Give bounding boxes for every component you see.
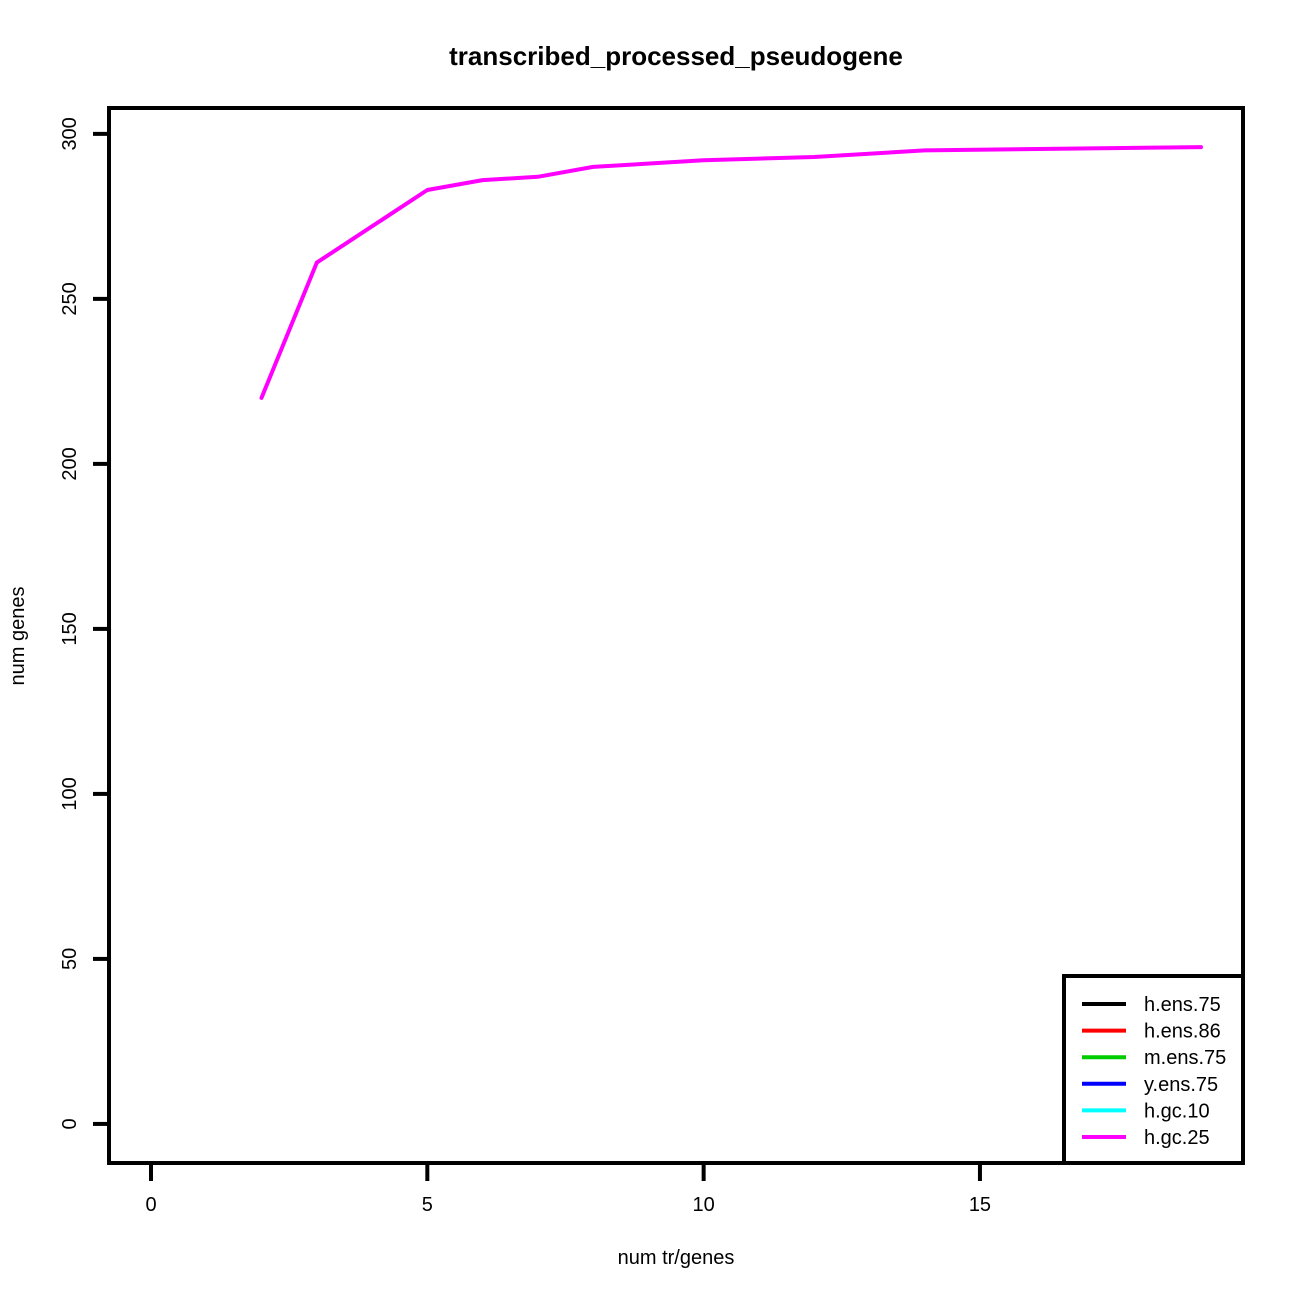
chart-title: transcribed_processed_pseudogene — [449, 41, 903, 71]
y-tick-label: 300 — [59, 117, 81, 150]
y-tick-label: 200 — [59, 447, 81, 480]
x-tick-label: 5 — [422, 1194, 433, 1216]
legend-label: h.ens.75 — [1144, 994, 1221, 1016]
legend-label: y.ens.75 — [1144, 1074, 1218, 1096]
plot-frame — [107, 106, 1245, 1165]
series-line-h.gc.25 — [259, 145, 1203, 400]
legend-label: h.gc.10 — [1144, 1100, 1210, 1122]
y-tick-label: 50 — [59, 948, 81, 970]
legend-label: h.ens.86 — [1144, 1021, 1221, 1043]
y-axis-label: num genes — [7, 587, 29, 686]
y-tick-label: 150 — [59, 612, 81, 645]
y-tick-label: 100 — [59, 777, 81, 810]
y-axis: 0 50 100 150 200 250 300 — [59, 117, 109, 1129]
legend: h.ens.75 h.ens.86 m.ens.75 y.ens.75 h.gc.10 h… — [1062, 974, 1245, 1165]
legend-box — [1062, 974, 1245, 1165]
x-tick-label: 0 — [145, 1194, 156, 1216]
y-tick-label: 250 — [59, 282, 81, 315]
series-layer — [259, 145, 1203, 400]
legend-label: h.gc.25 — [1144, 1127, 1210, 1149]
legend-items: h.ens.75 h.ens.86 m.ens.75 y.ens.75 h.gc.10 h… — [1082, 994, 1226, 1149]
legend-label: m.ens.75 — [1144, 1047, 1226, 1069]
x-axis-label: num tr/genes — [618, 1247, 735, 1269]
x-axis: 0 5 10 15 — [145, 1163, 991, 1216]
y-tick-label: 0 — [59, 1118, 81, 1129]
x-tick-label: 15 — [969, 1194, 991, 1216]
x-tick-label: 10 — [693, 1194, 715, 1216]
